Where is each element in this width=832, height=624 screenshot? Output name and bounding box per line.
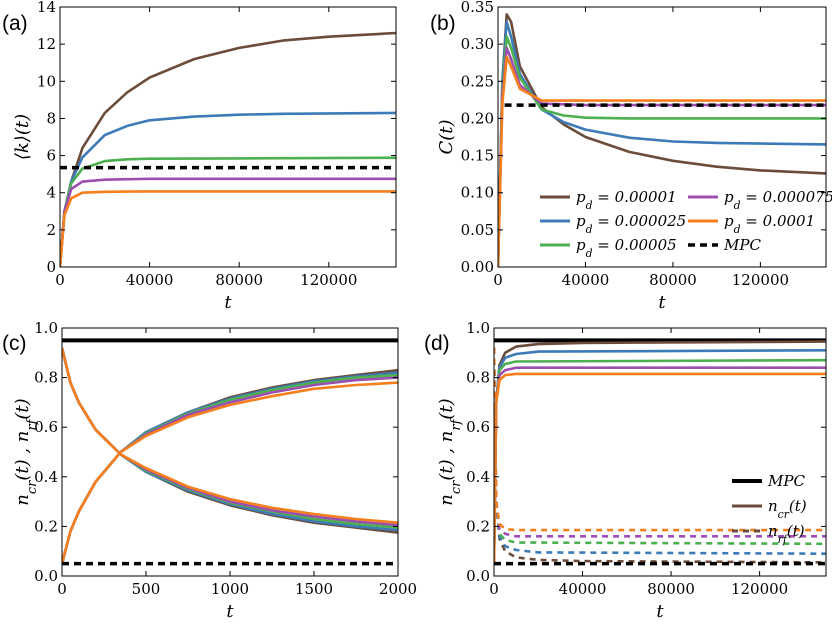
ytick-label-b-1: 0.05 <box>461 221 494 239</box>
ytick-label-b-6: 0.30 <box>461 35 494 53</box>
series-line-d-8 <box>494 347 826 546</box>
series-line-d-7 <box>494 347 826 555</box>
series-group-c <box>62 338 398 566</box>
xtick-label-d-3: 120000 <box>731 580 788 598</box>
panel-label-b: (b) <box>430 12 456 35</box>
ytick-label-c-5: 1.0 <box>34 319 58 337</box>
series-line-b-4 <box>498 55 826 267</box>
panel-b: 0 40000 80000 120000 0.00 0.05 0.10 0.15 0.20 0.2… <box>430 0 832 313</box>
ytick-label-c-4: 0.8 <box>34 369 58 387</box>
legend-label-b-0: pd = 0.00001 <box>576 188 677 212</box>
ytick-label-a-2: 4 <box>46 184 56 202</box>
series-group-b <box>498 13 826 267</box>
xtick-label-b-3: 120000 <box>732 271 789 289</box>
legend-d: MPC ncr(t)nrf(t) <box>732 472 807 546</box>
series-line-a-3 <box>60 177 396 267</box>
ytick-label-b-5: 0.25 <box>461 72 494 90</box>
ytick-label-a-1: 2 <box>46 221 56 239</box>
xtick-label-c-1: 500 <box>132 580 161 598</box>
ylabel-b: C(t) <box>436 119 457 154</box>
axes-frame-a <box>59 6 397 268</box>
xtick-label-d-0: 0 <box>489 580 499 598</box>
series-line-c-4 <box>62 381 398 564</box>
ytick-label-a-0: 0 <box>46 258 56 276</box>
series-group-d <box>494 338 826 566</box>
ytick-label-d-4: 0.8 <box>466 369 490 387</box>
ytick-label-d-5: 1.0 <box>466 319 490 337</box>
xlabel-d: t <box>656 601 664 622</box>
panel-a: 0 40000 80000 120000 0 2 4 6 8 10 12 14 t ⟨k⟩(t) (a) <box>2 0 397 313</box>
legend-label-d-0: MPC <box>767 472 805 490</box>
xtick-label-a-2: 80000 <box>215 271 263 289</box>
xtick-label-c-4: 2000 <box>379 580 417 598</box>
series-line-d-10 <box>494 347 826 532</box>
ytick-label-d-0: 0.0 <box>466 567 490 585</box>
legend-label-b-4: pd = 0.00005 <box>576 236 677 260</box>
series-line-d-6 <box>494 347 826 564</box>
ytick-label-b-4: 0.20 <box>461 109 494 127</box>
ytick-label-a-7: 14 <box>37 0 56 16</box>
legend-label-b-2: pd = 0.000025 <box>576 212 686 236</box>
axes-frame-d <box>493 327 827 577</box>
xtick-label-b-2: 80000 <box>649 271 697 289</box>
panel-d: 0 40000 80000 120000 0.0 0.2 0.4 0.6 0.8 1.0 t ncr(… <box>424 319 827 622</box>
legend-label-d-1: ncr(t) <box>768 497 807 521</box>
panel-label-a: (a) <box>2 12 28 35</box>
xlabel-b: t <box>658 292 666 313</box>
xlabel-a: t <box>224 292 232 313</box>
ylabel-a: ⟨k⟩(t) <box>12 114 33 160</box>
ytick-label-a-4: 8 <box>46 109 56 127</box>
ytick-label-b-3: 0.15 <box>461 147 494 165</box>
xtick-label-a-3: 120000 <box>300 271 357 289</box>
ytick-label-a-3: 6 <box>46 147 56 165</box>
ytick-label-b-7: 0.35 <box>461 0 494 16</box>
series-line-b-1 <box>498 20 826 267</box>
xtick-label-d-2: 80000 <box>647 580 695 598</box>
series-line-b-0 <box>498 13 826 267</box>
legend-label-b-1: pd = 0.000075 <box>724 188 832 212</box>
xtick-label-a-1: 40000 <box>126 271 174 289</box>
xtick-label-b-0: 0 <box>493 271 503 289</box>
xlabel-c: t <box>226 601 234 622</box>
xtick-label-c-2: 1000 <box>211 580 249 598</box>
ytick-label-d-3: 0.6 <box>466 418 490 436</box>
series-group-a <box>60 31 396 267</box>
series-line-c-9 <box>62 347 398 524</box>
ylabel-c: ncr(t) , nrf(t) <box>12 398 40 505</box>
ytick-label-d-2: 0.4 <box>466 468 490 486</box>
xtick-label-c-0: 0 <box>57 580 67 598</box>
xtick-label-d-1: 40000 <box>559 580 607 598</box>
ytick-label-a-6: 12 <box>37 35 56 53</box>
ytick-label-b-0: 0.00 <box>461 258 494 276</box>
ytick-label-c-1: 0.2 <box>34 517 58 535</box>
legend-label-b-3: pd = 0.0001 <box>724 212 815 236</box>
panel-c: 0 500 1000 1500 2000 0.0 0.2 0.4 0.6 0.8 1.0 t ncr(t… <box>2 319 417 622</box>
ytick-label-d-1: 0.2 <box>466 517 490 535</box>
axes-frame-b <box>497 6 827 268</box>
xtick-label-c-3: 1500 <box>295 580 333 598</box>
xtick-label-b-1: 40000 <box>562 271 610 289</box>
xtick-label-a-0: 0 <box>55 271 65 289</box>
ytick-label-b-2: 0.10 <box>461 184 494 202</box>
ytick-label-c-3: 0.6 <box>34 418 58 436</box>
ytick-label-c-0: 0.0 <box>34 567 58 585</box>
legend-label-b-5: MPC <box>723 236 761 254</box>
ytick-label-a-5: 10 <box>37 72 56 90</box>
panel-label-c: (c) <box>2 332 27 355</box>
panel-label-d: (d) <box>424 332 450 355</box>
ylabel-d: ncr(t) , nrf(t) <box>436 398 464 505</box>
ytick-label-c-2: 0.4 <box>34 468 58 486</box>
series-line-a-4 <box>60 190 396 267</box>
legend-label-d-2: nrf(t) <box>768 522 805 546</box>
